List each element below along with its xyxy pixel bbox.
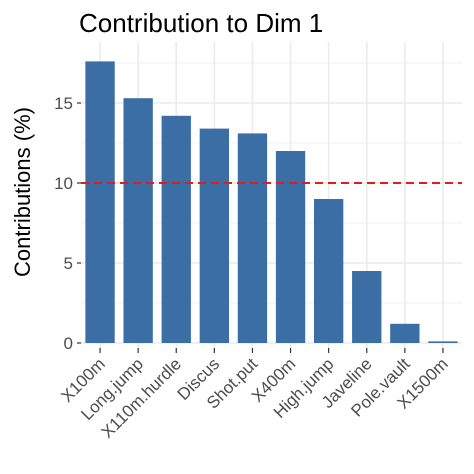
- x-axis: X100mLong.jumpX110m.hurdleDiscusShot.put…: [57, 348, 452, 442]
- bar-Shot.put: [237, 133, 268, 343]
- bars: [85, 61, 458, 344]
- y-axis: 0 5 10 15: [54, 94, 81, 353]
- y-axis-label: Contributions (%): [10, 107, 35, 277]
- bar-Discus: [199, 128, 230, 343]
- bar-Pole.vault: [390, 323, 420, 343]
- bar-Javeline: [352, 271, 382, 343]
- bar-X110m.hurdle: [161, 115, 191, 343]
- chart-title: Contribution to Dim 1: [79, 8, 323, 38]
- bar-Long.jump: [123, 98, 153, 343]
- bar-X100m: [85, 61, 115, 344]
- y-tick-label: 0: [64, 334, 73, 353]
- y-tick-label: 10: [54, 174, 73, 193]
- bar-High.jump: [313, 199, 344, 343]
- y-tick-label: 5: [64, 254, 73, 273]
- bar-X1500m: [428, 341, 458, 343]
- y-tick-label: 15: [54, 94, 73, 113]
- bar-X400m: [275, 151, 306, 343]
